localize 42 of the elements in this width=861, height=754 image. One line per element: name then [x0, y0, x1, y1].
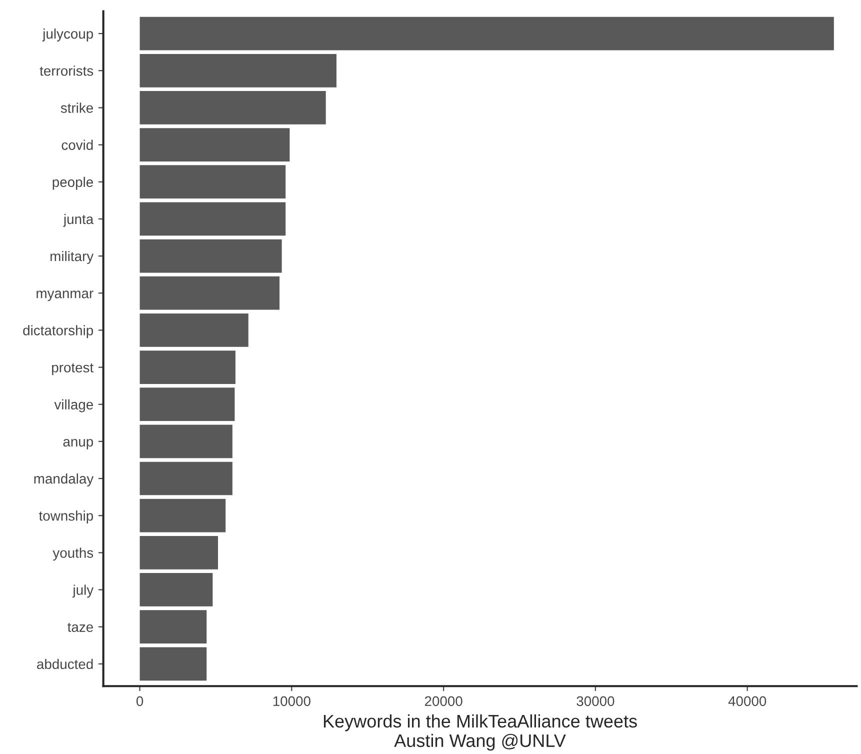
- y-tick-label: people: [52, 176, 93, 190]
- bar: [140, 314, 248, 347]
- y-tick-label: taze: [68, 622, 93, 632]
- x-axis-title: Keywords in the MilkTeaAlliance tweets Austin Wang @UNLV: [324, 714, 637, 751]
- bar: [140, 647, 207, 681]
- bar: [140, 573, 213, 606]
- y-tick-label: abducted: [37, 658, 93, 670]
- x-tick-label: 10000: [273, 696, 310, 706]
- y-tick-label: military: [50, 250, 94, 264]
- bar: [140, 424, 232, 458]
- bar: [140, 165, 286, 199]
- bar: [140, 16, 834, 50]
- bar: [140, 610, 207, 644]
- y-tick-label: protest: [52, 363, 94, 376]
- y-tick-label: township: [38, 510, 94, 524]
- x-tick-label: 30000: [576, 696, 614, 706]
- y-tick-label: strike: [60, 102, 93, 113]
- bar: [140, 91, 326, 124]
- y-tick-label: july: [72, 584, 94, 598]
- x-tick-label: 0: [136, 696, 144, 706]
- y-tick-label: terrorists: [40, 66, 94, 76]
- y-tick-label: village: [54, 399, 93, 412]
- bar: [140, 128, 290, 162]
- y-tick-label: dictatorship: [23, 325, 94, 338]
- bar: [140, 202, 286, 236]
- y-tick-label: anup: [63, 438, 94, 450]
- y-tick-label: mandalay: [34, 473, 94, 486]
- bar: [140, 239, 282, 273]
- y-tick-label: covid: [62, 140, 93, 150]
- x-tick-label: 40000: [728, 696, 766, 706]
- bar: [140, 350, 236, 384]
- y-tick-label: myanmar: [36, 290, 94, 302]
- bar: [140, 498, 226, 532]
- y-tick-label: julycoup: [42, 28, 94, 42]
- bar: [140, 462, 232, 496]
- bar: [140, 54, 336, 88]
- bar: [140, 388, 235, 422]
- y-tick-label: youths: [52, 548, 94, 561]
- bar: [140, 276, 280, 310]
- bar: [140, 536, 218, 570]
- y-tick-label: junta: [63, 214, 94, 227]
- x-tick-label: 20000: [424, 696, 462, 706]
